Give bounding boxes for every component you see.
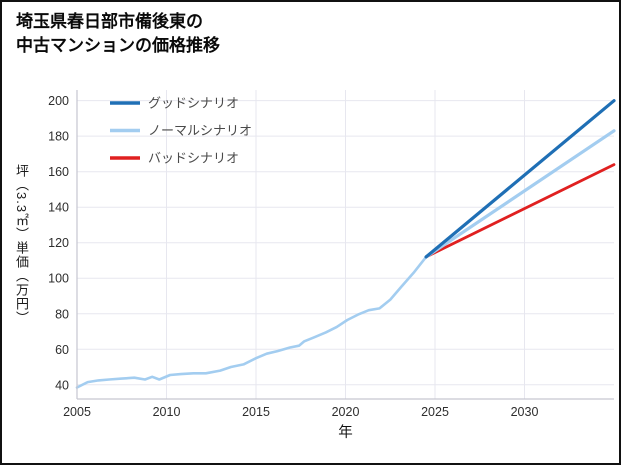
page-title: 埼玉県春日部市備後東の 中古マンションの価格推移 [16, 10, 220, 58]
y-tick-label: 60 [55, 343, 69, 357]
series-line-bad [424, 163, 616, 259]
x-axis-label: 年 [338, 424, 353, 441]
y-tick-label: 180 [48, 130, 69, 144]
legend-label-good: グッドシナリオ [148, 96, 239, 111]
price-trend-chart: 2005 2010 2015 2020 2025 2030 40 60 80 100 120 140 1… [48, 90, 616, 441]
y-tick-label: 40 [55, 378, 69, 392]
x-tick-label: 2010 [153, 405, 181, 419]
y-tick-label: 160 [48, 165, 69, 179]
y-axis-label: 坪（3.3㎡）単価（万円） [14, 163, 29, 326]
legend-label-bad: バッドシナリオ [148, 151, 239, 166]
x-tick-label: 2025 [421, 405, 449, 419]
page-title-line2: 中古マンションの価格推移 [16, 36, 220, 55]
series-line-good [424, 99, 616, 259]
page-title-line1: 埼玉県春日部市備後東の [16, 12, 203, 31]
y-tick-label: 140 [48, 201, 69, 215]
legend-label-normal: ノーマルシナリオ [148, 123, 252, 138]
y-tick-label: 200 [48, 94, 69, 108]
x-tick-label: 2015 [242, 405, 270, 419]
x-tick-label: 2020 [332, 405, 360, 419]
y-tick-label: 120 [48, 236, 69, 250]
x-tick-label: 2005 [63, 405, 91, 419]
series-line-history [75, 255, 428, 389]
y-tick-label: 100 [48, 272, 69, 286]
series-line-normal [424, 129, 616, 259]
y-tick-label: 80 [55, 307, 69, 321]
x-tick-label: 2030 [511, 405, 539, 419]
